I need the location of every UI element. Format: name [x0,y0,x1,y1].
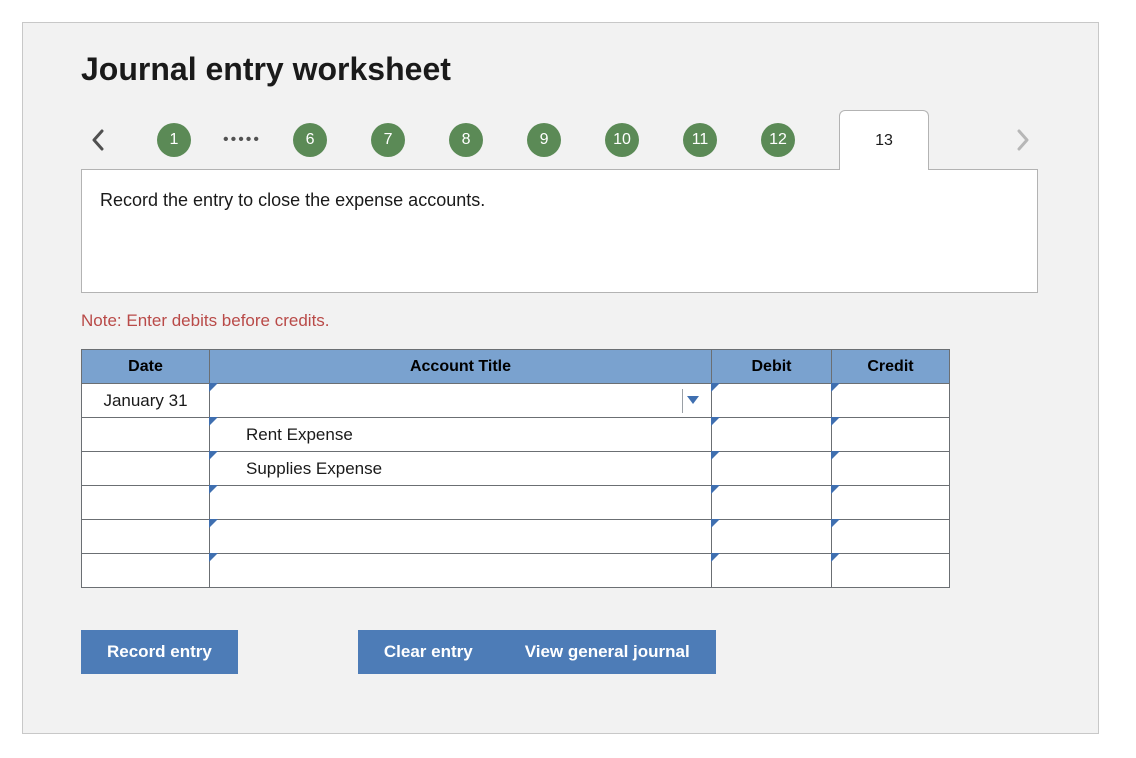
note-text: Note: Enter debits before credits. [81,311,1040,331]
cell-marker-icon [711,519,720,528]
account-title-cell[interactable]: Supplies Expense [210,452,712,486]
account-title-cell[interactable] [210,554,712,588]
account-title-cell[interactable] [210,384,712,418]
table-row: Supplies Expense [82,452,950,486]
debit-cell[interactable] [712,520,832,554]
cell-marker-icon [209,417,218,426]
tab-step-7[interactable]: 7 [371,123,405,157]
instruction-card: Record the entry to close the expense ac… [81,169,1038,293]
cell-marker-icon [209,451,218,460]
debit-cell[interactable] [712,486,832,520]
instruction-text: Record the entry to close the expense ac… [100,190,485,210]
cell-marker-icon [711,553,720,562]
debit-cell[interactable] [712,452,832,486]
cell-marker-icon [209,485,218,494]
col-header-date: Date [82,350,210,384]
credit-cell[interactable] [832,452,950,486]
credit-cell[interactable] [832,418,950,452]
cell-marker-icon [711,383,720,392]
cell-marker-icon [711,485,720,494]
tab-step-10[interactable]: 10 [605,123,639,157]
tab-step-11[interactable]: 11 [683,123,717,157]
col-header-credit: Credit [832,350,950,384]
account-title-cell[interactable] [210,486,712,520]
view-general-journal-button[interactable]: View general journal [499,630,716,674]
cell-marker-icon [209,553,218,562]
account-title-cell[interactable] [210,520,712,554]
dropdown-caret-icon[interactable] [683,396,703,406]
debit-cell[interactable] [712,554,832,588]
tab-step-1[interactable]: 1 [157,123,191,157]
credit-cell[interactable] [832,486,950,520]
date-cell[interactable]: January 31 [82,384,210,418]
chevron-right-icon [1016,129,1030,151]
journal-entry-table: Date Account Title Debit Credit January … [81,349,950,588]
date-cell[interactable] [82,520,210,554]
col-header-debit: Debit [712,350,832,384]
chevron-left-icon [91,129,105,151]
credit-cell[interactable] [832,554,950,588]
tab-step-6[interactable]: 6 [293,123,327,157]
tab-step-12[interactable]: 12 [761,123,795,157]
credit-cell[interactable] [832,384,950,418]
prev-tab-button[interactable] [81,129,115,151]
account-title-cell[interactable]: Rent Expense [210,418,712,452]
date-cell[interactable] [82,554,210,588]
cell-marker-icon [711,451,720,460]
page-title: Journal entry worksheet [81,51,1040,88]
cell-marker-icon [831,485,840,494]
cell-marker-icon [209,383,218,392]
next-tab-button[interactable] [1006,129,1040,151]
record-entry-button[interactable]: Record entry [81,630,238,674]
table-row [82,554,950,588]
tab-step-9[interactable]: 9 [527,123,561,157]
table-row: Rent Expense [82,418,950,452]
cell-marker-icon [209,519,218,528]
tab-step-8[interactable]: 8 [449,123,483,157]
cell-marker-icon [711,417,720,426]
cell-marker-icon [831,553,840,562]
button-row: Record entry Clear entry View general jo… [81,630,943,674]
table-row [82,486,950,520]
tab-row: 1 ••••• 6 7 8 9 10 11 12 13 [81,110,1040,170]
cell-marker-icon [831,519,840,528]
tab-step-active[interactable]: 13 [839,110,929,170]
tab-ellipsis: ••••• [223,131,261,149]
cell-marker-icon [831,417,840,426]
table-row [82,520,950,554]
table-row: January 31 [82,384,950,418]
debit-cell[interactable] [712,384,832,418]
cell-marker-icon [831,451,840,460]
col-header-account: Account Title [210,350,712,384]
cell-marker-icon [831,383,840,392]
date-cell[interactable] [82,452,210,486]
debit-cell[interactable] [712,418,832,452]
date-cell[interactable] [82,486,210,520]
worksheet-panel: Journal entry worksheet 1 ••••• 6 7 8 9 … [22,22,1099,734]
clear-entry-button[interactable]: Clear entry [358,630,499,674]
credit-cell[interactable] [832,520,950,554]
date-cell[interactable] [82,418,210,452]
